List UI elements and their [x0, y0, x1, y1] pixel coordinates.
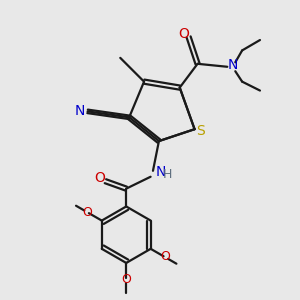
Text: O: O — [179, 27, 190, 41]
Text: O: O — [94, 171, 106, 184]
Text: O: O — [83, 206, 92, 219]
Text: S: S — [196, 124, 205, 138]
Text: O: O — [121, 273, 131, 286]
Text: N: N — [227, 58, 238, 72]
Text: N: N — [75, 104, 85, 118]
Text: N: N — [155, 165, 166, 179]
Text: H: H — [163, 168, 172, 181]
Text: O: O — [160, 250, 170, 263]
